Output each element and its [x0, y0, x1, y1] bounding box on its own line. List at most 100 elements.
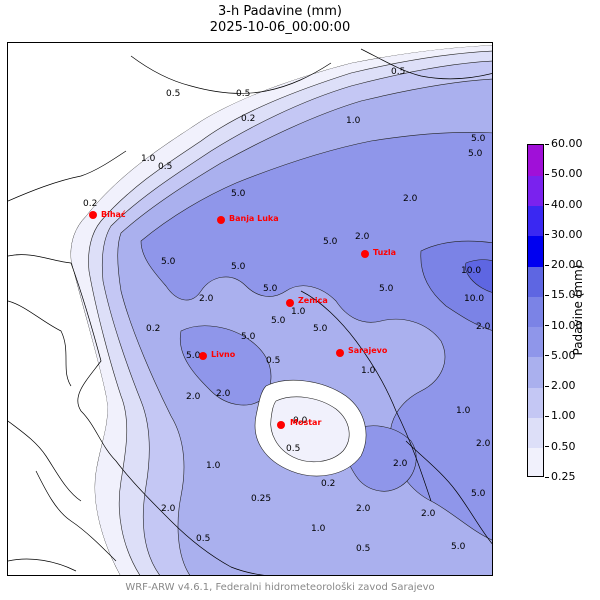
colorbar-tick-label: 50.00 — [551, 167, 583, 181]
colorbar-tick — [545, 234, 549, 236]
colorbar-tick-label: 60.00 — [551, 137, 583, 150]
svg-text:5.0: 5.0 — [471, 489, 486, 499]
svg-text:0.5: 0.5 — [266, 356, 280, 366]
precip-fill-layer — [8, 43, 492, 575]
city-mostar[interactable]: Mostar — [277, 418, 321, 429]
svg-text:Mostar: Mostar — [290, 418, 321, 427]
colorbar-tick-label: 0.25 — [551, 470, 576, 483]
svg-text:5.0: 5.0 — [379, 284, 394, 294]
svg-text:Sarajevo: Sarajevo — [348, 346, 388, 355]
colorbar-tick — [545, 264, 549, 266]
svg-text:0.2: 0.2 — [146, 324, 160, 334]
colorbar-tick — [545, 173, 549, 175]
colorbar-tick-label: 2.00 — [551, 379, 576, 393]
svg-text:0.5: 0.5 — [286, 444, 300, 454]
city-sarajevo[interactable]: Sarajevo — [336, 346, 388, 357]
svg-text:2.0: 2.0 — [161, 504, 176, 514]
map-canvas: 0.5 0.5 0.2 0.5 1.0 5.0 1.0 0.5 5.0 2.0 … — [8, 43, 492, 575]
svg-text:0.5: 0.5 — [166, 89, 180, 99]
contour-labels: 0.5 0.5 0.2 0.5 1.0 5.0 1.0 0.5 5.0 2.0 … — [83, 67, 491, 554]
precipitation-map: 0.5 0.5 0.2 0.5 1.0 5.0 1.0 0.5 5.0 2.0 … — [7, 42, 493, 576]
colorbar-tick-label: 0.50 — [551, 439, 576, 453]
svg-text:5.0: 5.0 — [313, 324, 328, 334]
colorbar-tick — [545, 355, 549, 357]
svg-text:0.5: 0.5 — [236, 89, 250, 99]
city-tuzla[interactable]: Tuzla — [361, 248, 396, 258]
colorbar-tick — [545, 415, 549, 417]
map-title: 3-h Padavine (mm) — [218, 4, 342, 19]
svg-text:2.0: 2.0 — [216, 389, 231, 399]
borders-layer — [8, 48, 492, 575]
colorbar-title: Padavine (mm) — [571, 264, 585, 356]
colorbar-segment — [528, 447, 543, 476]
svg-text:5.0: 5.0 — [241, 332, 256, 342]
svg-text:1.0: 1.0 — [456, 406, 471, 416]
svg-text:Bihać: Bihać — [101, 209, 126, 219]
svg-text:0.2: 0.2 — [241, 114, 255, 124]
colorbar-segment — [528, 296, 543, 328]
colorbar-segment — [528, 145, 543, 176]
svg-text:0.25: 0.25 — [251, 494, 271, 504]
svg-text:Banja Luka: Banja Luka — [229, 214, 279, 223]
svg-text:0.5: 0.5 — [196, 534, 210, 544]
colorbar-segment — [528, 417, 543, 449]
precip-zone-15 — [464, 259, 492, 293]
svg-text:0.5: 0.5 — [158, 162, 172, 172]
svg-text:0.2: 0.2 — [321, 479, 335, 489]
colorbar-tick-label: 1.00 — [551, 409, 576, 423]
colorbar-segment — [528, 235, 543, 267]
colorbar-segment — [528, 175, 543, 207]
svg-text:2.0: 2.0 — [476, 322, 491, 332]
svg-text:5.0: 5.0 — [271, 316, 286, 326]
svg-text:5.0: 5.0 — [263, 284, 278, 294]
svg-text:1.0: 1.0 — [206, 461, 221, 471]
svg-text:5.0: 5.0 — [323, 237, 338, 247]
colorbar-tick — [545, 325, 549, 327]
svg-text:5.0: 5.0 — [186, 351, 201, 361]
colorbar-segment — [528, 205, 543, 237]
svg-text:0.2: 0.2 — [83, 199, 97, 209]
city-livno[interactable]: Livno — [199, 350, 236, 360]
colorbar-tick-label: 5.00 — [551, 348, 576, 362]
svg-text:5.0: 5.0 — [231, 262, 246, 272]
dry-coast — [8, 43, 492, 575]
colorbar-tick-label: 40.00 — [551, 197, 583, 211]
map-timestamp: 2025-10-06_00:00:00 — [209, 20, 351, 35]
colorbar-tick-label: 10.00 — [551, 318, 583, 332]
svg-text:2.0: 2.0 — [421, 509, 436, 519]
svg-text:2.0: 2.0 — [356, 504, 371, 514]
colorbar-tick-label: 30.00 — [551, 227, 583, 241]
colorbar-tick — [545, 446, 549, 448]
svg-text:2.0: 2.0 — [355, 232, 370, 242]
colorbar-segment — [528, 326, 543, 358]
colorbar-tick-label: 15.00 — [551, 288, 583, 302]
svg-text:5.0: 5.0 — [231, 189, 246, 199]
colorbar-tick — [545, 143, 549, 145]
colorbar-segment — [528, 387, 543, 418]
svg-text:10.0: 10.0 — [461, 266, 481, 276]
svg-text:0.5: 0.5 — [356, 544, 370, 554]
dry-region-edge — [270, 396, 350, 463]
svg-text:Zenica: Zenica — [298, 296, 328, 305]
svg-text:0.0: 0.0 — [293, 416, 308, 426]
svg-text:2.0: 2.0 — [476, 439, 491, 449]
city-markers: Bihać Banja Luka Tuzla Zenica Sarajevo L… — [89, 209, 396, 429]
svg-text:2.0: 2.0 — [403, 194, 418, 204]
city-banja-luka[interactable]: Banja Luka — [217, 214, 279, 224]
credits: WRF-ARW v4.6.1, Federalni hidrometeorolo… — [125, 582, 435, 593]
svg-text:2.0: 2.0 — [199, 294, 214, 304]
svg-text:Livno: Livno — [211, 350, 236, 359]
colorbar-segment — [528, 266, 543, 297]
svg-text:1.0: 1.0 — [291, 307, 306, 317]
colorbar-segment — [528, 356, 543, 388]
city-zenica[interactable]: Zenica — [286, 296, 328, 307]
colorbar — [527, 144, 544, 477]
city-bihac[interactable]: Bihać — [89, 209, 126, 219]
colorbar-tick — [545, 204, 549, 206]
svg-text:5.0: 5.0 — [451, 542, 466, 552]
svg-text:1.0: 1.0 — [346, 116, 361, 126]
svg-text:5.0: 5.0 — [471, 134, 486, 144]
svg-text:5.0: 5.0 — [468, 149, 483, 159]
svg-text:1.0: 1.0 — [141, 154, 156, 164]
svg-text:2.0: 2.0 — [186, 392, 201, 402]
